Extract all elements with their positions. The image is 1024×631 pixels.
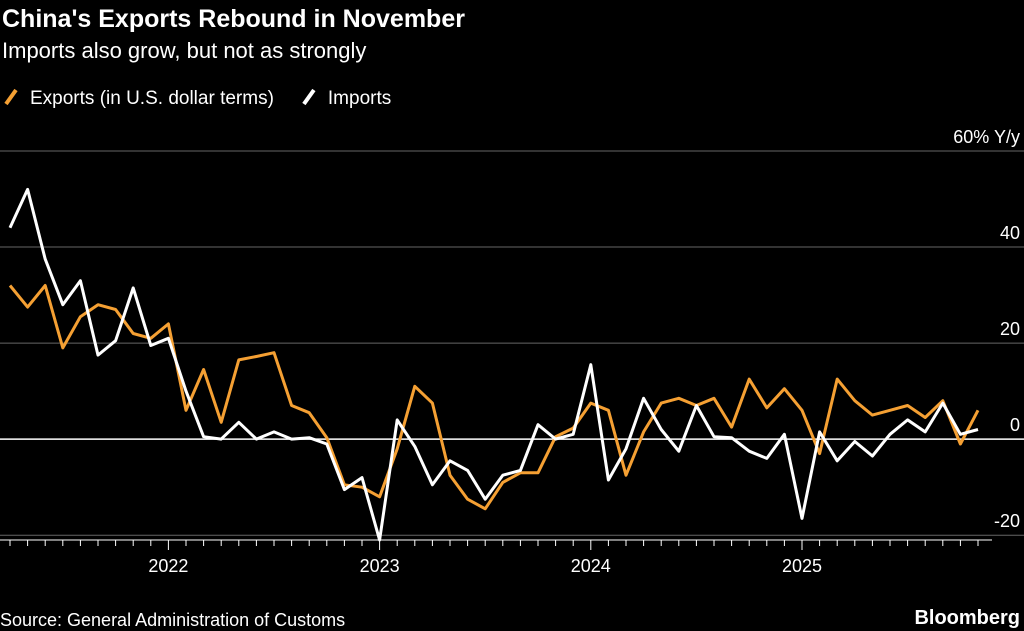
source: Source: General Administration of Custom…	[0, 610, 345, 630]
x-tick-label: 2024	[571, 556, 611, 576]
x-tick-label: 2025	[782, 556, 822, 576]
credit: Bloomberg	[914, 607, 1020, 629]
legend-swatch	[302, 88, 316, 106]
y-tick-label: 60% Y/y	[953, 127, 1020, 147]
legend-swatch	[4, 88, 18, 106]
x-tick-label: 2022	[148, 556, 188, 576]
y-tick-label: 0	[1010, 415, 1020, 435]
series-line	[8, 187, 979, 542]
chart-subtitle: Imports also grow, but not as strongly	[2, 38, 366, 63]
x-tick-label: 2023	[360, 556, 400, 576]
y-tick-label: 20	[1000, 319, 1020, 339]
chart-title: China's Exports Rebound in November	[2, 5, 465, 33]
legend-label: Imports	[328, 88, 391, 109]
series-line	[8, 284, 980, 511]
legend-label: Exports (in U.S. dollar terms)	[30, 88, 274, 109]
y-tick-label: -20	[994, 511, 1020, 531]
y-tick-label: 40	[1000, 223, 1020, 243]
